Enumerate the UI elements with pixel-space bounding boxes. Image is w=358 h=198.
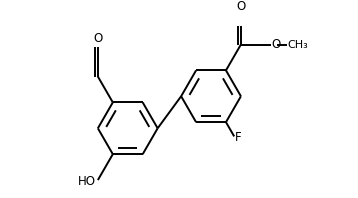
Text: HO: HO xyxy=(78,175,96,188)
Text: CH₃: CH₃ xyxy=(288,40,309,50)
Text: O: O xyxy=(93,32,102,45)
Text: O: O xyxy=(236,0,246,13)
Text: F: F xyxy=(235,131,242,145)
Text: O: O xyxy=(272,38,281,51)
